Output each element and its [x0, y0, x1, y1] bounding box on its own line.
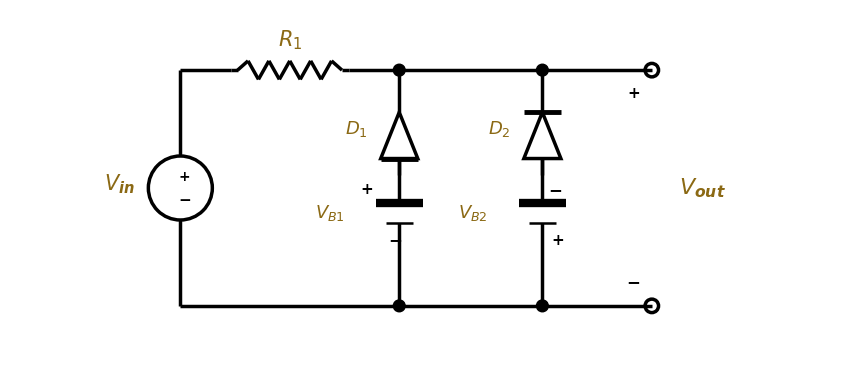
Text: $D_2$: $D_2$ [488, 119, 510, 139]
Text: $V_{B2}$: $V_{B2}$ [458, 203, 487, 223]
Text: −: − [388, 231, 402, 249]
Text: +: + [627, 86, 639, 101]
Circle shape [393, 300, 405, 312]
Circle shape [537, 64, 548, 76]
Text: $V_{B1}$: $V_{B1}$ [315, 203, 345, 223]
Text: +: + [551, 233, 564, 248]
Text: $D_1$: $D_1$ [345, 119, 368, 139]
Text: −: − [627, 273, 640, 291]
Text: $V_{\mathregular{in}}$: $V_{\mathregular{in}}$ [104, 172, 135, 196]
Text: $R_1$: $R_1$ [278, 28, 302, 52]
Text: −: − [548, 181, 562, 199]
Text: $V_{\mathregular{out}}$: $V_{\mathregular{out}}$ [678, 176, 726, 200]
Text: +: + [361, 182, 374, 197]
Circle shape [537, 300, 548, 312]
Circle shape [393, 64, 405, 76]
Text: −: − [178, 193, 191, 208]
Text: +: + [179, 170, 190, 184]
